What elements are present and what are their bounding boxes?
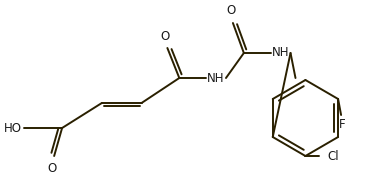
Text: O: O [47, 161, 57, 174]
Text: F: F [339, 119, 346, 132]
Text: NH: NH [272, 46, 289, 60]
Text: O: O [161, 29, 170, 43]
Text: Cl: Cl [327, 149, 339, 163]
Text: HO: HO [4, 122, 22, 135]
Text: NH: NH [207, 71, 225, 84]
Text: O: O [226, 5, 236, 18]
